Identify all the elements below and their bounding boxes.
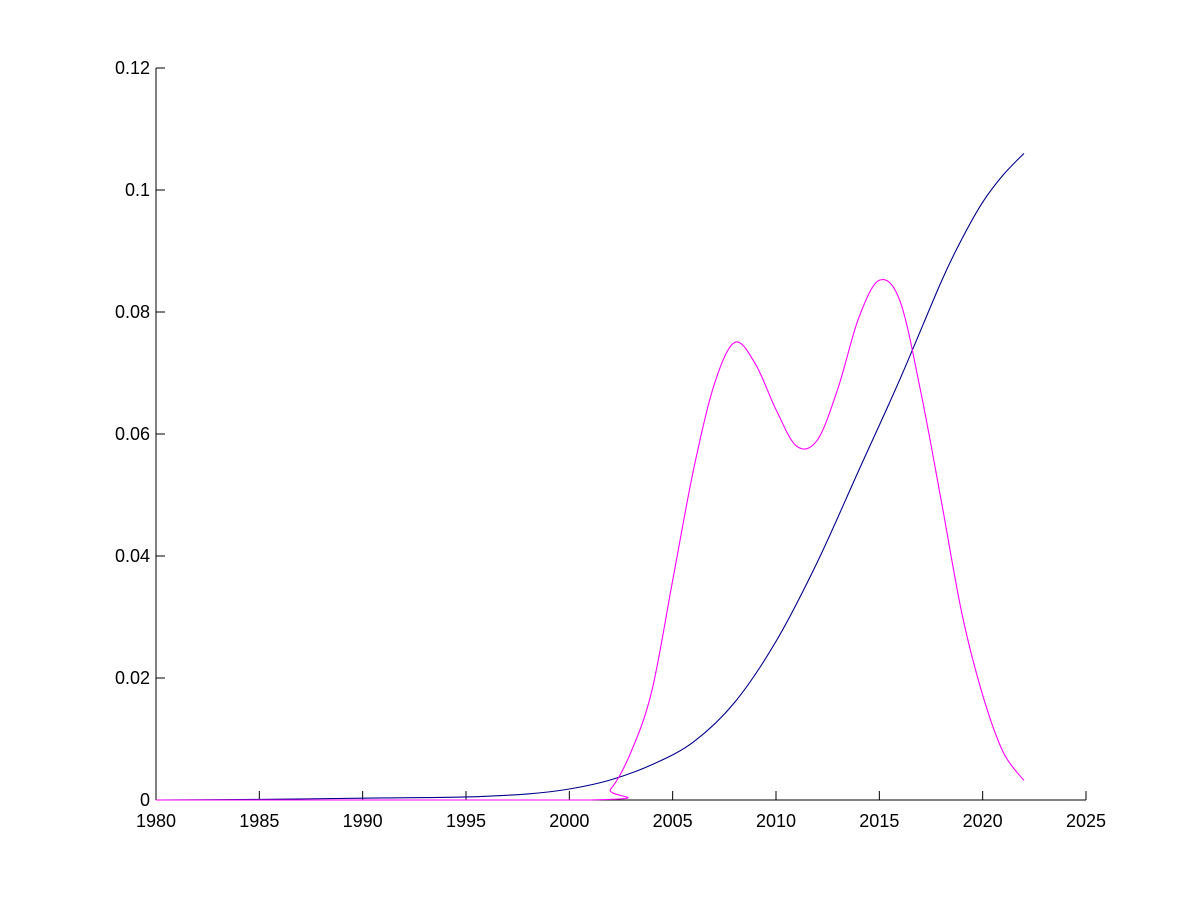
axes bbox=[155, 68, 1086, 801]
series-line-1 bbox=[155, 153, 1025, 801]
x-tick-label: 1990 bbox=[343, 811, 383, 831]
x-tick-label: 2020 bbox=[963, 811, 1003, 831]
series-line-2 bbox=[156, 279, 1025, 801]
y-tick-label: 0 bbox=[140, 790, 150, 810]
y-tick-label: 0.02 bbox=[115, 668, 150, 688]
x-ticks: 1980 1985 1990 1995 2000 2005 2010 2015 2020 2025 bbox=[136, 791, 1106, 831]
series-group bbox=[155, 153, 1025, 801]
y-ticks: 0 0.02 0.04 0.06 0.08 0.1 0.12 bbox=[115, 58, 165, 810]
x-tick-label: 2000 bbox=[549, 811, 589, 831]
x-tick-label: 1980 bbox=[136, 811, 176, 831]
x-tick-label: 2025 bbox=[1066, 811, 1106, 831]
y-tick-label: 0.06 bbox=[115, 424, 150, 444]
y-tick-label: 0.08 bbox=[115, 302, 150, 322]
x-tick-label: 2005 bbox=[653, 811, 693, 831]
y-tick-label: 0.04 bbox=[115, 546, 150, 566]
x-tick-label: 2015 bbox=[859, 811, 899, 831]
y-tick-label: 0.12 bbox=[115, 58, 150, 78]
y-tick-label: 0.1 bbox=[125, 180, 150, 200]
x-tick-label: 1985 bbox=[239, 811, 279, 831]
x-tick-label: 1995 bbox=[446, 811, 486, 831]
x-tick-label: 2010 bbox=[756, 811, 796, 831]
